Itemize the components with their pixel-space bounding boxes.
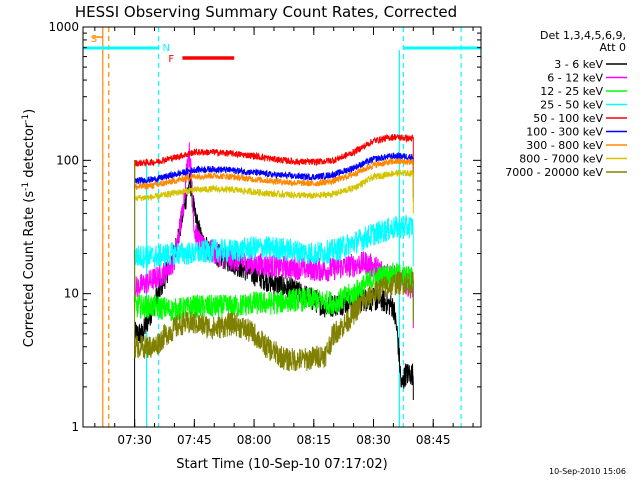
y-tick-label: 1000 — [48, 20, 79, 34]
series-layer — [134, 133, 414, 427]
y-tick-label: 1 — [71, 420, 79, 434]
legend-label-8: 800 - 7000 keV — [519, 153, 603, 166]
legend-label-7: 300 - 800 keV — [526, 139, 603, 152]
y-axis-label-end: ) — [22, 109, 37, 114]
legend-label-2: 6 - 12 keV — [547, 72, 603, 85]
series-line-5 — [134, 133, 414, 179]
series-line-3 — [134, 160, 414, 322]
legend-label-3: 12 - 25 keV — [540, 85, 603, 98]
series-line-9 — [134, 160, 414, 372]
x-tick-label: 07:45 — [177, 433, 212, 447]
y-tick-label: 10 — [64, 287, 79, 301]
axes: 1 10 100 1000 07:30 07:45 08:00 08:15 08:30 08:45 — [48, 20, 481, 447]
y-axis-label-main: Corrected Count Rate (s — [22, 191, 37, 348]
flare-label: F — [168, 54, 174, 65]
y-tick-label: 100 — [56, 153, 79, 167]
legend-label-6: 100 - 300 keV — [526, 126, 603, 139]
legend-header-line-1: Det 1,3,4,5,6,9, — [540, 29, 626, 42]
saa-label: S — [91, 34, 97, 45]
legend-label-5: 50 - 100 keV — [533, 112, 603, 125]
plot-frame — [82, 26, 482, 428]
series-line-7 — [134, 158, 414, 203]
x-tick-label: 08:00 — [237, 433, 272, 447]
y-axis-label-mid: detector — [22, 122, 37, 182]
night-label: N — [163, 43, 170, 54]
legend-label-1: 3 - 6 keV — [554, 58, 603, 71]
x-tick-label: 07:30 — [117, 433, 152, 447]
footer-timestamp: 10-Sep-2010 15:06 — [549, 467, 626, 476]
x-tick-label: 08:45 — [416, 433, 451, 447]
x-tick-label: 08:30 — [356, 433, 391, 447]
chart-title: HESSI Observing Summary Count Rates, Cor… — [75, 3, 457, 21]
x-axis-label: Start Time (10-Sep-10 07:17:02) — [176, 457, 387, 472]
y-axis-label: Corrected Count Rate (s-1 detector-1) — [21, 109, 37, 347]
legend-label-4: 25 - 50 keV — [540, 99, 603, 112]
series-line-8 — [134, 160, 414, 214]
series-line-4 — [134, 160, 414, 269]
x-tick-label: 08:15 — [296, 433, 331, 447]
legend-label-9: 7000 - 20000 keV — [505, 166, 603, 179]
y-axis-label-sup1: -1 — [21, 182, 31, 191]
y-axis-label-sup2: -1 — [21, 114, 31, 123]
series-line-6 — [134, 152, 414, 198]
legend-header-line-2: Att 0 — [600, 41, 626, 54]
